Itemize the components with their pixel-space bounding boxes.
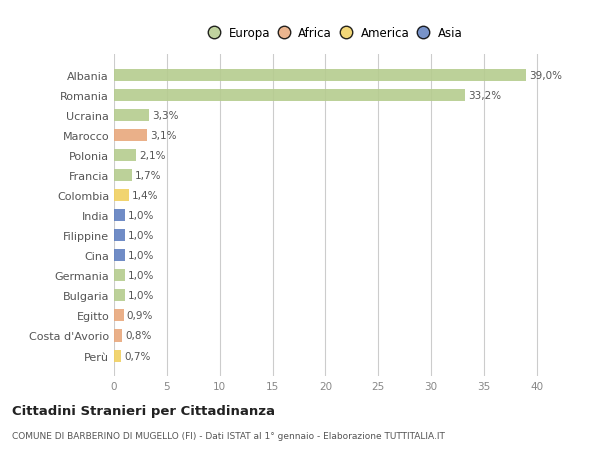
Text: Cittadini Stranieri per Cittadinanza: Cittadini Stranieri per Cittadinanza bbox=[12, 404, 275, 417]
Bar bbox=[114, 310, 124, 322]
Text: 33,2%: 33,2% bbox=[468, 91, 501, 101]
Bar bbox=[114, 150, 136, 162]
Text: 0,8%: 0,8% bbox=[125, 331, 152, 341]
Text: 1,0%: 1,0% bbox=[128, 291, 154, 301]
Text: 1,0%: 1,0% bbox=[128, 211, 154, 221]
Text: 0,7%: 0,7% bbox=[125, 351, 151, 361]
Text: 2,1%: 2,1% bbox=[139, 151, 166, 161]
Legend: Europa, Africa, America, Asia: Europa, Africa, America, Asia bbox=[205, 22, 467, 45]
Bar bbox=[114, 210, 125, 222]
Text: COMUNE DI BARBERINO DI MUGELLO (FI) - Dati ISTAT al 1° gennaio - Elaborazione TU: COMUNE DI BARBERINO DI MUGELLO (FI) - Da… bbox=[12, 431, 445, 441]
Text: 1,0%: 1,0% bbox=[128, 231, 154, 241]
Bar bbox=[114, 170, 132, 182]
Bar bbox=[114, 190, 129, 202]
Bar bbox=[114, 230, 125, 242]
Text: 1,4%: 1,4% bbox=[132, 191, 158, 201]
Text: 3,3%: 3,3% bbox=[152, 111, 179, 121]
Text: 1,7%: 1,7% bbox=[135, 171, 161, 181]
Bar bbox=[114, 350, 121, 362]
Bar bbox=[114, 90, 465, 102]
Text: 3,1%: 3,1% bbox=[150, 131, 176, 141]
Bar bbox=[114, 270, 125, 282]
Bar bbox=[114, 70, 526, 82]
Text: 0,9%: 0,9% bbox=[127, 311, 153, 321]
Text: 39,0%: 39,0% bbox=[529, 71, 562, 81]
Bar bbox=[114, 130, 147, 142]
Text: 1,0%: 1,0% bbox=[128, 251, 154, 261]
Bar bbox=[114, 110, 149, 122]
Bar bbox=[114, 250, 125, 262]
Bar bbox=[114, 290, 125, 302]
Text: 1,0%: 1,0% bbox=[128, 271, 154, 281]
Bar bbox=[114, 330, 122, 342]
